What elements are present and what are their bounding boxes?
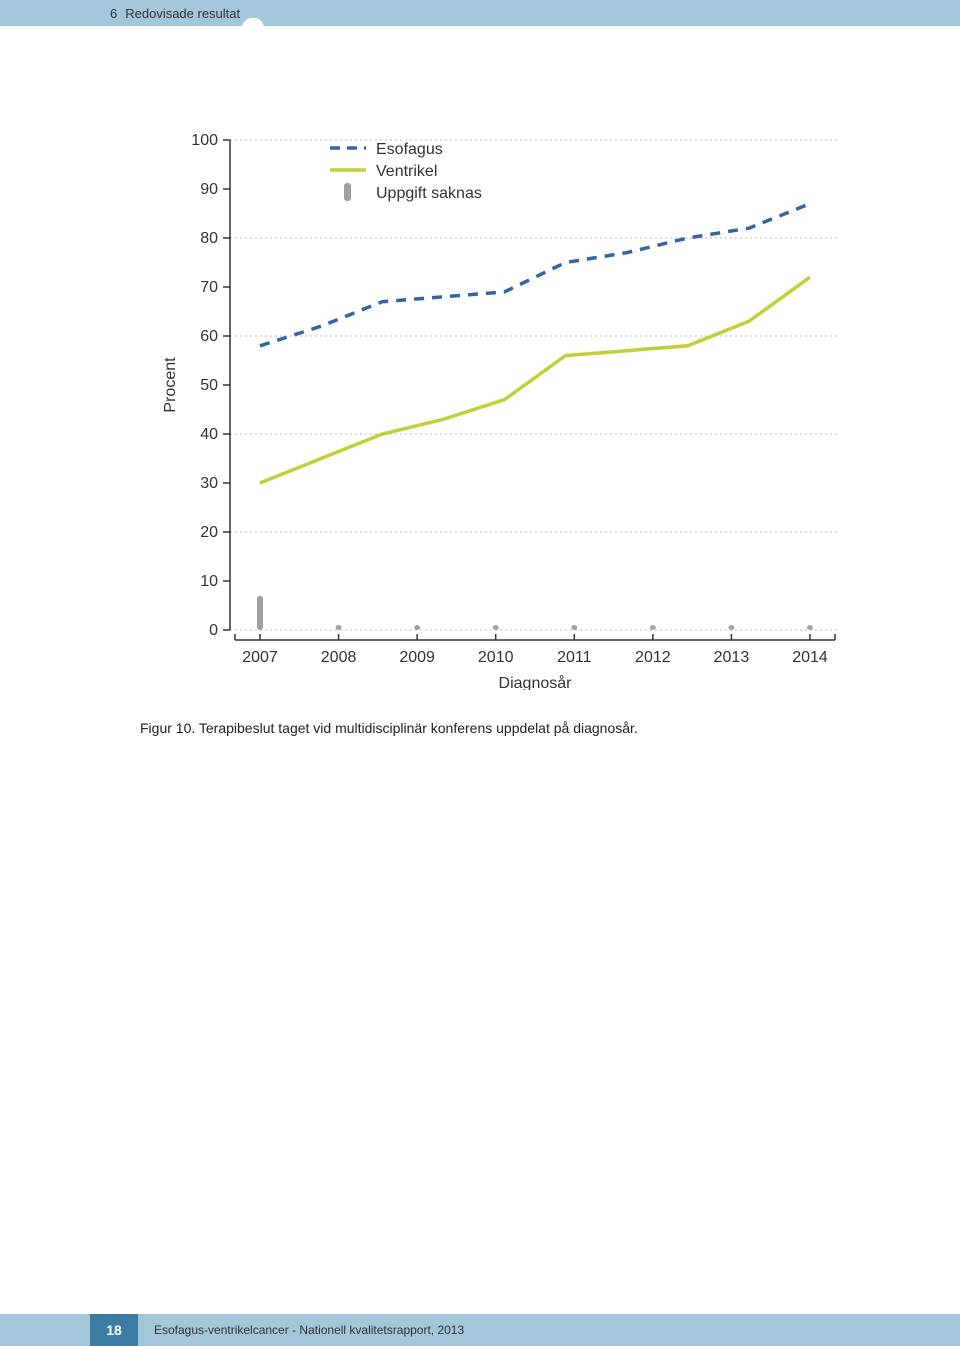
chart-svg: 0 10 20 30 40 50 60 70 80 90 100 Procent 2007 2008 200… bbox=[140, 130, 860, 690]
svg-text:2011: 2011 bbox=[557, 649, 592, 666]
svg-text:50: 50 bbox=[200, 377, 218, 394]
svg-text:10: 10 bbox=[200, 573, 218, 590]
svg-text:2009: 2009 bbox=[399, 649, 435, 666]
footer-text: Esofagus-ventrikelcancer - Nationell kva… bbox=[154, 1323, 464, 1337]
svg-text:40: 40 bbox=[200, 426, 218, 443]
svg-text:90: 90 bbox=[200, 181, 218, 198]
y-axis-label: Procent bbox=[162, 357, 179, 413]
bar-Uppgift saknas bbox=[414, 625, 420, 630]
header-tab-decoration bbox=[242, 18, 264, 34]
chapter-number: 6 bbox=[110, 6, 117, 21]
legend-label: Esofagus bbox=[376, 141, 443, 158]
bar-Uppgift saknas bbox=[728, 625, 734, 630]
x-axis-label: Diagnosår bbox=[499, 674, 573, 690]
figure-caption: Figur 10. Terapibeslut taget vid multidi… bbox=[140, 720, 860, 736]
page-footer: 18 Esofagus-ventrikelcancer - Nationell … bbox=[0, 1314, 960, 1346]
bar-Uppgift saknas bbox=[257, 596, 263, 630]
bar-Uppgift saknas bbox=[336, 625, 342, 630]
svg-text:2014: 2014 bbox=[792, 649, 828, 666]
bar-Uppgift saknas bbox=[807, 625, 813, 630]
svg-text:30: 30 bbox=[200, 475, 218, 492]
svg-text:2010: 2010 bbox=[478, 649, 514, 666]
bar-Uppgift saknas bbox=[571, 625, 577, 630]
svg-text:70: 70 bbox=[200, 279, 218, 296]
legend-label: Ventrikel bbox=[376, 163, 437, 180]
svg-text:60: 60 bbox=[200, 328, 218, 345]
svg-text:100: 100 bbox=[191, 132, 218, 149]
page-header: 6 Redovisade resultat bbox=[0, 0, 960, 26]
chart: 0 10 20 30 40 50 60 70 80 90 100 Procent 2007 2008 200… bbox=[140, 130, 860, 690]
series-Ventrikel bbox=[260, 277, 810, 483]
bar-Uppgift saknas bbox=[493, 625, 499, 630]
series-Esofagus bbox=[260, 204, 810, 346]
page-number: 18 bbox=[90, 1314, 138, 1346]
svg-text:80: 80 bbox=[200, 230, 218, 247]
bar-Uppgift saknas bbox=[650, 625, 656, 630]
svg-text:2012: 2012 bbox=[635, 649, 671, 666]
legend-label: Uppgift saknas bbox=[376, 185, 482, 202]
svg-text:20: 20 bbox=[200, 524, 218, 541]
svg-text:0: 0 bbox=[209, 622, 218, 639]
svg-text:2013: 2013 bbox=[714, 649, 750, 666]
svg-text:2007: 2007 bbox=[242, 649, 278, 666]
chapter-title: Redovisade resultat bbox=[125, 6, 240, 21]
svg-text:2008: 2008 bbox=[321, 649, 357, 666]
